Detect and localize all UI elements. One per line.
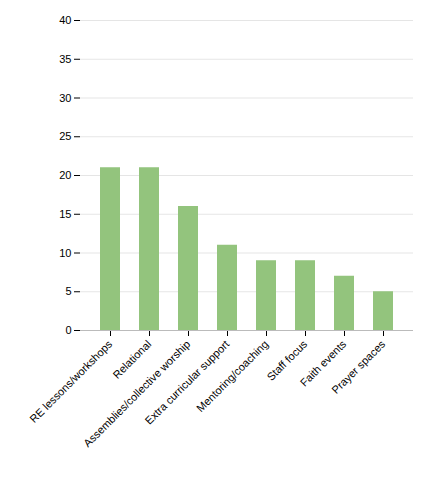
svg-text:30: 30	[59, 92, 71, 104]
svg-text:Mentoring/coaching: Mentoring/coaching	[194, 338, 270, 414]
svg-text:35: 35	[59, 53, 71, 65]
svg-text:Assemblies/collective worship: Assemblies/collective worship	[81, 337, 193, 450]
svg-text:15: 15	[59, 208, 71, 220]
svg-text:Prayer spaces: Prayer spaces	[329, 337, 388, 396]
svg-text:0: 0	[65, 324, 71, 336]
svg-text:Relational: Relational	[110, 337, 154, 381]
svg-text:Staff focus: Staff focus	[264, 337, 310, 383]
svg-text:RE lessons/workshops: RE lessons/workshops	[27, 337, 115, 425]
svg-text:20: 20	[59, 169, 71, 181]
svg-text:40: 40	[59, 14, 71, 26]
svg-text:5: 5	[65, 285, 71, 297]
svg-text:10: 10	[59, 247, 71, 259]
svg-text:Faith events: Faith events	[297, 337, 349, 389]
svg-text:Extra curricular support: Extra curricular support	[142, 337, 232, 427]
svg-text:25: 25	[59, 130, 71, 142]
